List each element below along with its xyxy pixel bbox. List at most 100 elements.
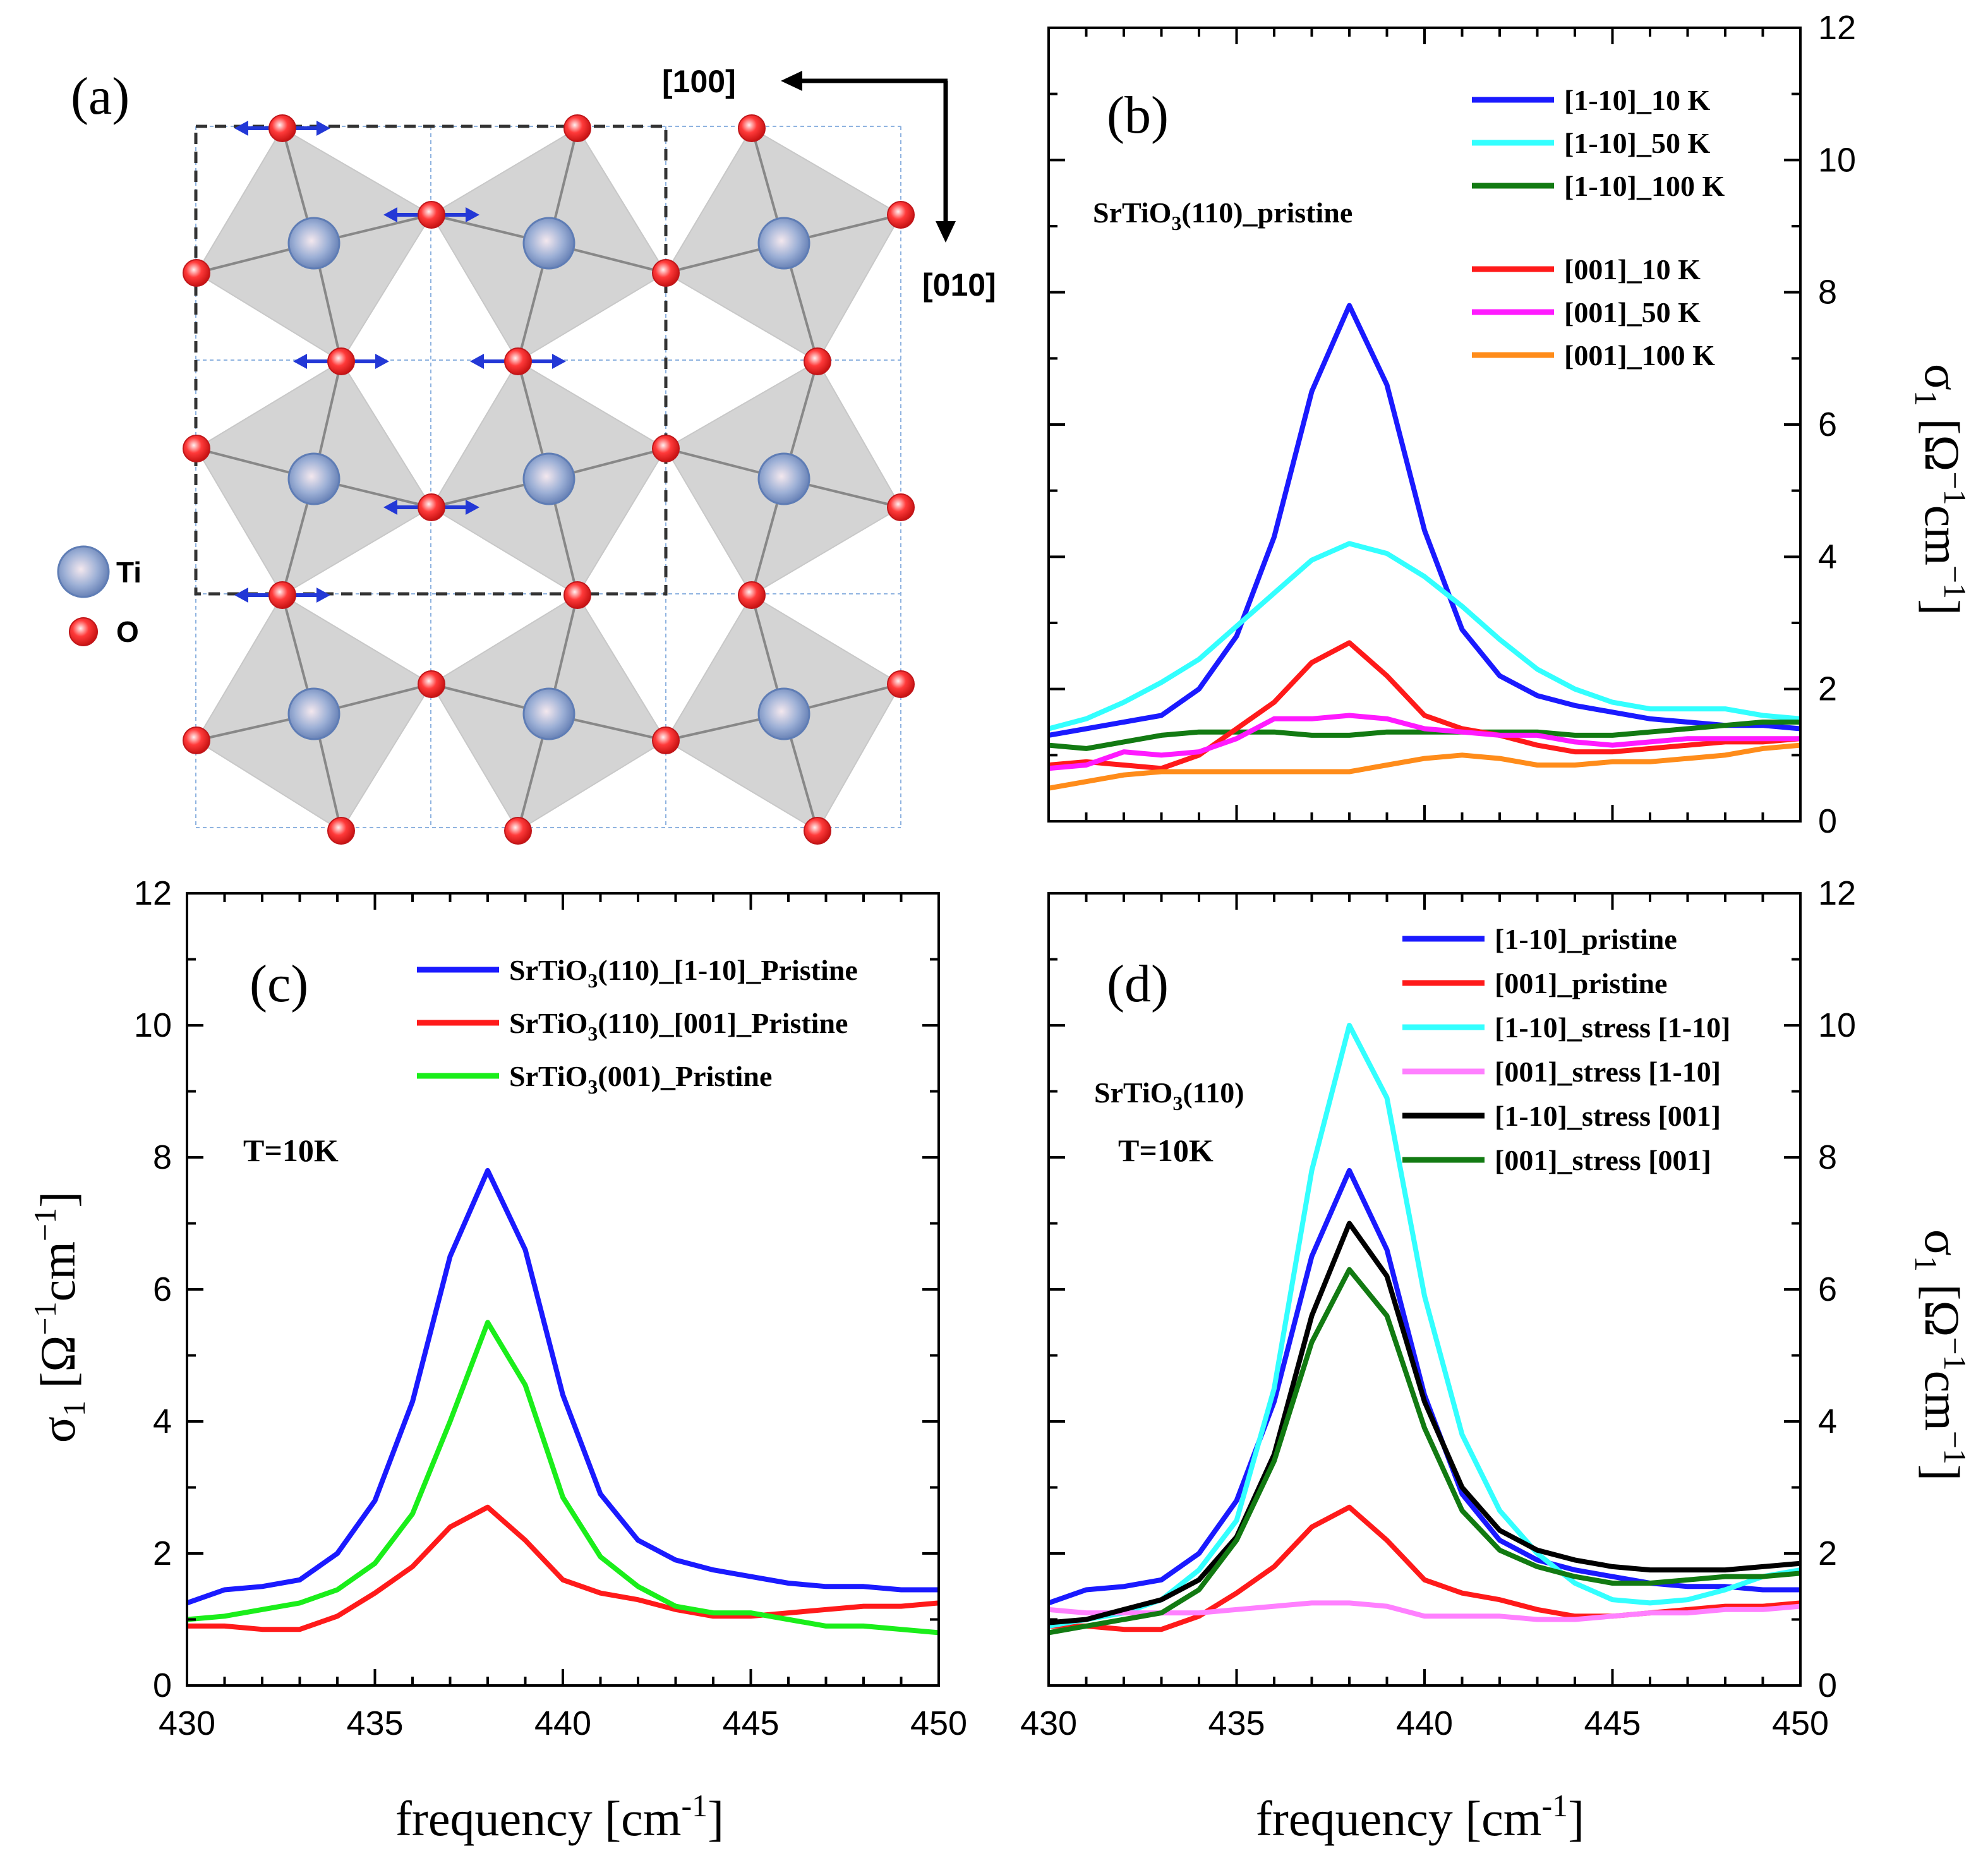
panel-c-ytick-label: 10 <box>134 1006 172 1044</box>
panel-d-annotation: SrTiO3(110) <box>1094 1076 1244 1114</box>
panel-d-legend-label: [1-10]_stress [001] <box>1495 1100 1721 1132</box>
dir-100-arrowhead <box>781 71 802 91</box>
panel-c-xlabel: frequency [cm-1] <box>395 1788 724 1846</box>
panel-d-legend-label: [001]_stress [001] <box>1495 1144 1711 1176</box>
panel-c-chart: 430 435 440 445 450024681012SrTiO3(110)_[1-1… <box>134 874 967 1742</box>
o-atom <box>504 347 532 375</box>
panel-c-legend-label-pre: SrTiO <box>509 1060 587 1092</box>
panel-d-ytick-label: 2 <box>1818 1534 1837 1572</box>
panel-d-xtick-label: 435 <box>1208 1704 1265 1742</box>
panel-d-ytick-label: 10 <box>1818 1006 1856 1044</box>
panel-c-legend-label-post: (110)_[1-10]_Pristine <box>598 954 857 986</box>
o-atom <box>738 581 766 609</box>
panel-d-xlabel: frequency [cm-1] <box>1256 1788 1584 1846</box>
panel-c-legend-label-pre: SrTiO <box>509 954 587 986</box>
panel-c-ytick-label: 8 <box>153 1138 172 1176</box>
panel-b-legend-label: [1-10]_100 K <box>1564 170 1725 202</box>
atom-legend: Ti O <box>57 545 142 648</box>
panel-c-legend-label: SrTiO3(001)_Pristine <box>509 1060 772 1098</box>
unit-cell-outline <box>194 124 668 596</box>
arrowhead-right <box>316 588 330 603</box>
panel-d-xtick-label: 450 <box>1772 1704 1829 1742</box>
dir-010-arrowhead <box>936 221 956 243</box>
panel-b-ytick-label: 10 <box>1818 141 1856 179</box>
panel-c-series-2 <box>187 1504 939 1632</box>
legend-ti-label: Ti <box>116 556 142 589</box>
o-atom <box>418 670 445 698</box>
o-atom <box>183 435 210 462</box>
panel-c-legend-label-pre: SrTiO <box>509 1007 587 1039</box>
o-atom <box>563 114 591 142</box>
panel-d-xtick-label: 445 <box>1584 1704 1641 1742</box>
panel-b-legend-label: [001]_50 K <box>1564 296 1701 329</box>
arrowhead-right <box>316 121 330 136</box>
o-atom <box>183 727 210 754</box>
panel-d-label: (d) <box>1107 955 1169 1013</box>
panel-d-legend-label: [1-10]_pristine <box>1495 923 1677 955</box>
panel-c-legend-label-sub: 3 <box>587 969 598 992</box>
ti-atom <box>287 452 340 505</box>
panel-c-legend-label: SrTiO3(110)_[001]_Pristine <box>509 1007 848 1045</box>
panel-c-series-1 <box>187 1167 939 1606</box>
panel-d-xtick-label: 430 <box>1020 1704 1077 1742</box>
panel-d-series-1 <box>1049 1167 1800 1606</box>
o-atom <box>652 435 680 462</box>
dir-100-label: [100] <box>662 64 736 99</box>
o-atom <box>418 201 445 229</box>
o-atom <box>887 670 915 698</box>
o-atom <box>327 347 355 375</box>
o-atom <box>652 259 680 287</box>
panel-c-xtick-label: 450 <box>910 1704 967 1742</box>
arrowhead-right <box>466 500 479 515</box>
panel-b-series-4 <box>1049 640 1800 771</box>
arrowhead-right <box>375 354 389 369</box>
panel-c-legend-label-sub: 3 <box>587 1075 598 1098</box>
panel-d-ytick-label: 6 <box>1818 1270 1837 1308</box>
o-atom <box>268 114 296 142</box>
o-atom <box>183 259 210 287</box>
arrowhead-left <box>383 500 397 515</box>
arrowhead-left <box>293 354 307 369</box>
o-atom <box>563 581 591 609</box>
o-atom <box>504 817 532 845</box>
panel-a-label: (a) <box>71 67 130 126</box>
panel-b-ylabel: σ1 [Ω−1cm−1] <box>1908 364 1973 615</box>
panel-c-label: (c) <box>250 955 308 1013</box>
panel-b-ytick-label: 6 <box>1818 406 1837 443</box>
panel-d-legend-label: [001]_pristine <box>1495 967 1667 999</box>
panel-c-ytick-label: 0 <box>153 1667 172 1704</box>
panel-c-legend-label: SrTiO3(110)_[1-10]_Pristine <box>509 954 858 992</box>
panel-c-ytick-label: 12 <box>134 874 172 912</box>
arrowhead-left <box>470 354 484 369</box>
panel-d-ytick-label: 8 <box>1818 1138 1837 1176</box>
panel-c-series-3 <box>187 1320 939 1636</box>
panel-b-chart: 0 2 4 6 8 10 12 [1-10]_10 K [1-10]_50 K [1-10]_10… <box>1047 9 1856 840</box>
panel-b-series-6 <box>1049 742 1800 791</box>
o-atom <box>268 581 296 609</box>
panel-b-series-2 <box>1049 541 1800 732</box>
panel-c-xtick-label: 445 <box>722 1704 779 1742</box>
panel-c-ytick-label: 2 <box>153 1534 172 1572</box>
ti-atom <box>757 452 810 505</box>
panel-c-xtick-label: 440 <box>534 1704 591 1742</box>
panel-a-structure: (a) [100] [010] Ti O <box>57 64 996 845</box>
panel-b-ytick-label: 8 <box>1818 274 1837 311</box>
legend-ti-atom <box>57 545 110 598</box>
o-atom <box>804 817 831 845</box>
arrowhead-left <box>234 121 248 136</box>
panel-c-annotation: T=10K <box>243 1133 339 1168</box>
panel-b-series-3 <box>1049 720 1800 751</box>
panel-b-legend-label: [001]_10 K <box>1564 253 1701 286</box>
panel-b-legend-label: [1-10]_50 K <box>1564 127 1710 159</box>
ti-atom <box>287 217 340 270</box>
panel-b-series-5 <box>1049 713 1800 771</box>
ti-atom <box>522 217 575 270</box>
panel-d-xtick-label: 440 <box>1396 1704 1453 1742</box>
panel-b-series-1 <box>1049 303 1800 738</box>
o-atom <box>887 201 915 229</box>
arrowhead-right <box>552 354 566 369</box>
panel-d-ytick-label: 0 <box>1818 1667 1837 1704</box>
ti-atom <box>287 687 340 740</box>
legend-o-label: O <box>116 615 139 648</box>
